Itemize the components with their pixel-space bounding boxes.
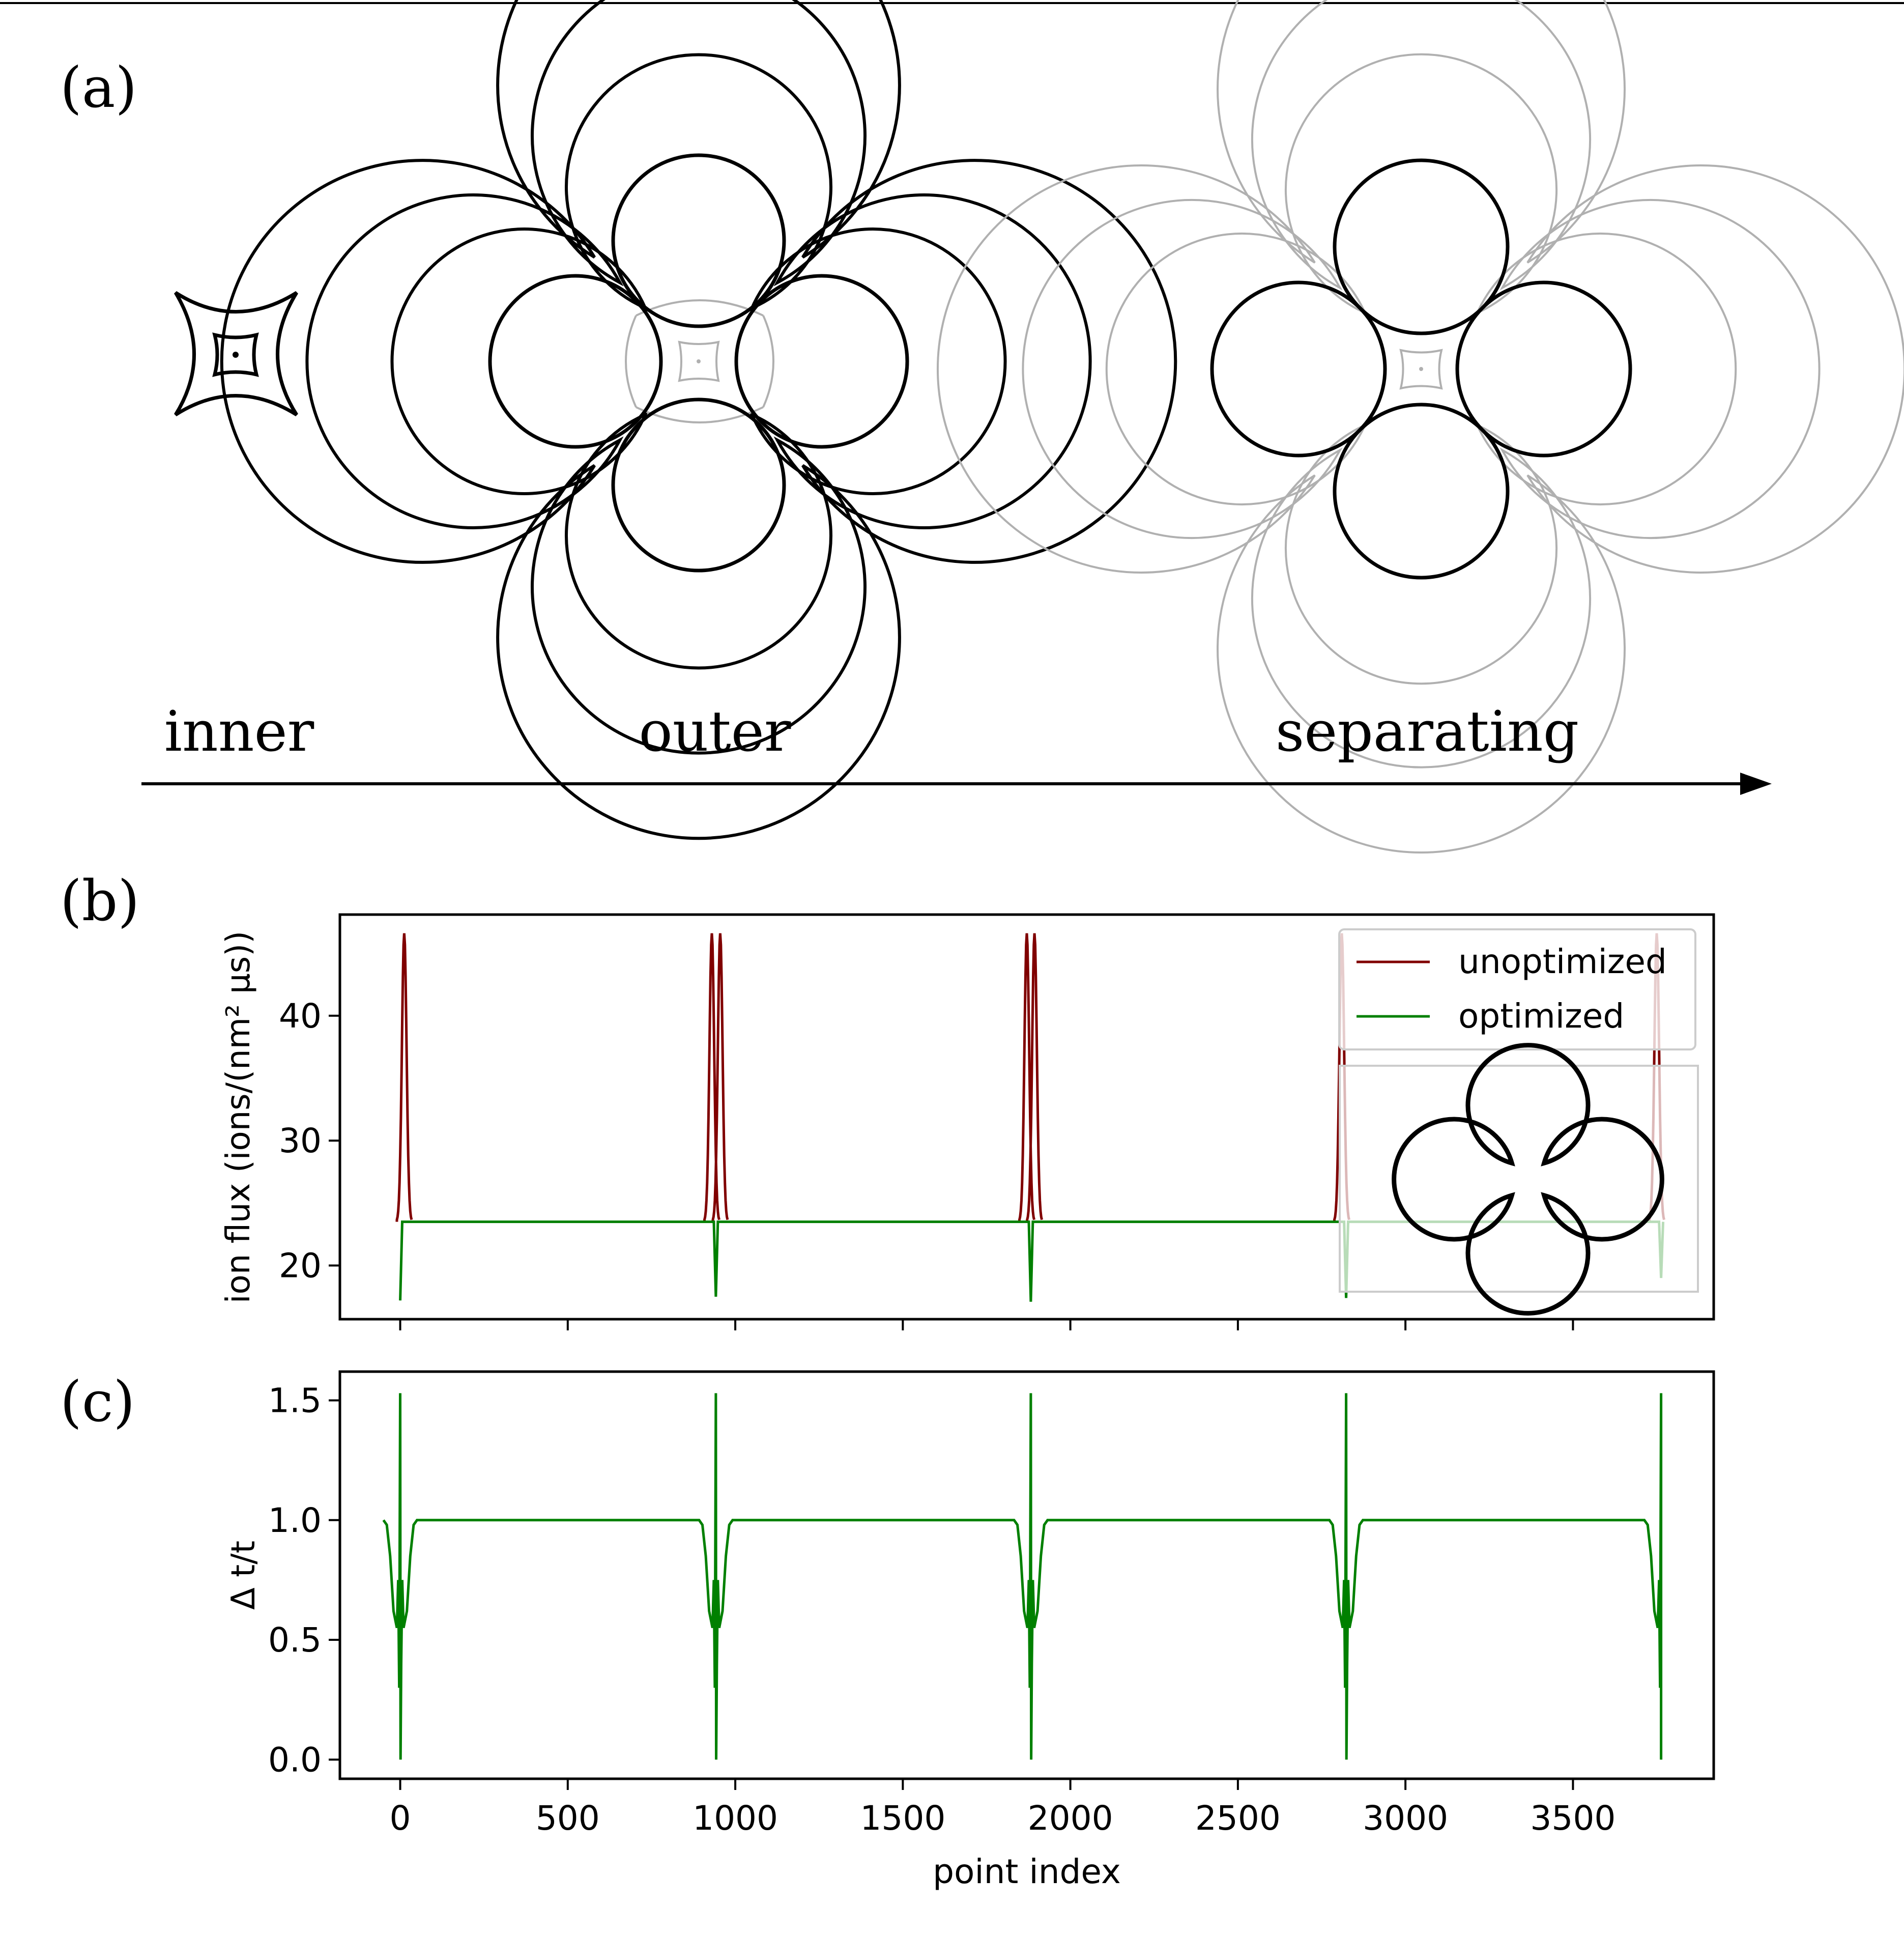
panel-b-ion-flux: (b) 20 30 40 ion flux (ions/(nm² µs)) unop… [60,868,1715,1330]
x-tick-label: 2500 [1195,1799,1281,1838]
panel-a-schematic: (a) [60,0,1904,854]
separating-contours [937,0,1904,854]
series-optimized-ratio-line [382,1393,1663,1760]
panel-c-thickness-ratio: (c) 0 500 1000 1500 2000 2500 3000 3500 0.0 0.5 1.… [60,1369,1715,1891]
x-tick-label: 2000 [1028,1799,1113,1838]
panel-label-b: (b) [60,868,139,933]
y-tick-label: 20 [279,1246,322,1285]
inset-cloverleaf-contour [1392,1043,1664,1316]
panel-label-c: (c) [60,1369,135,1434]
panel-b-axes-frame [338,913,1715,1321]
legend-label-unoptimized: unoptimized [1458,942,1667,981]
x-tick-label: 3000 [1363,1799,1448,1838]
x-tick-label: 3500 [1530,1799,1615,1838]
x-tick-label: 1500 [860,1799,945,1838]
stage-label-separating: separating [1276,699,1579,764]
panel-c-xlabel: point index [933,1852,1121,1891]
stage-label-inner: inner [164,699,314,764]
inner-contour [174,291,298,416]
panel-c-ylabel: Δ t/t [225,1541,263,1610]
x-tick-label: 500 [536,1799,600,1838]
y-tick-label: 0.5 [268,1620,322,1660]
y-tick-label: 40 [279,997,322,1036]
panel-b-ylabel: ion flux (ions/(nm² µs)) [220,931,257,1303]
outer-contours [220,0,1177,840]
y-tick-label: 30 [279,1121,322,1160]
x-tick-label: 1000 [693,1799,778,1838]
legend-label-optimized: optimized [1458,997,1624,1036]
y-tick-label: 1.0 [268,1501,322,1540]
panel-c-series [382,1393,1663,1760]
progression-arrow [141,773,1772,795]
panel-c-axes-frame [338,1370,1715,1780]
x-tick-label: 0 [390,1799,411,1838]
panel-b-legend: unoptimized optimized [1338,928,1696,1050]
panel-b-inset [1339,1043,1699,1316]
panel-label-a: (a) [60,55,137,120]
panel-c-ticks: 0 500 1000 1500 2000 2500 3000 3500 0.0 0.5 1.0 1.5 [268,1381,1615,1838]
stage-label-outer: outer [639,699,791,764]
series-unoptimized-line [395,933,1665,1222]
y-tick-label: 0.0 [268,1740,322,1779]
y-tick-label: 1.5 [268,1381,322,1420]
legend-box [1338,928,1696,1050]
panel-b-ticks: 20 30 40 [279,997,1574,1330]
inset-box [1339,1065,1699,1293]
